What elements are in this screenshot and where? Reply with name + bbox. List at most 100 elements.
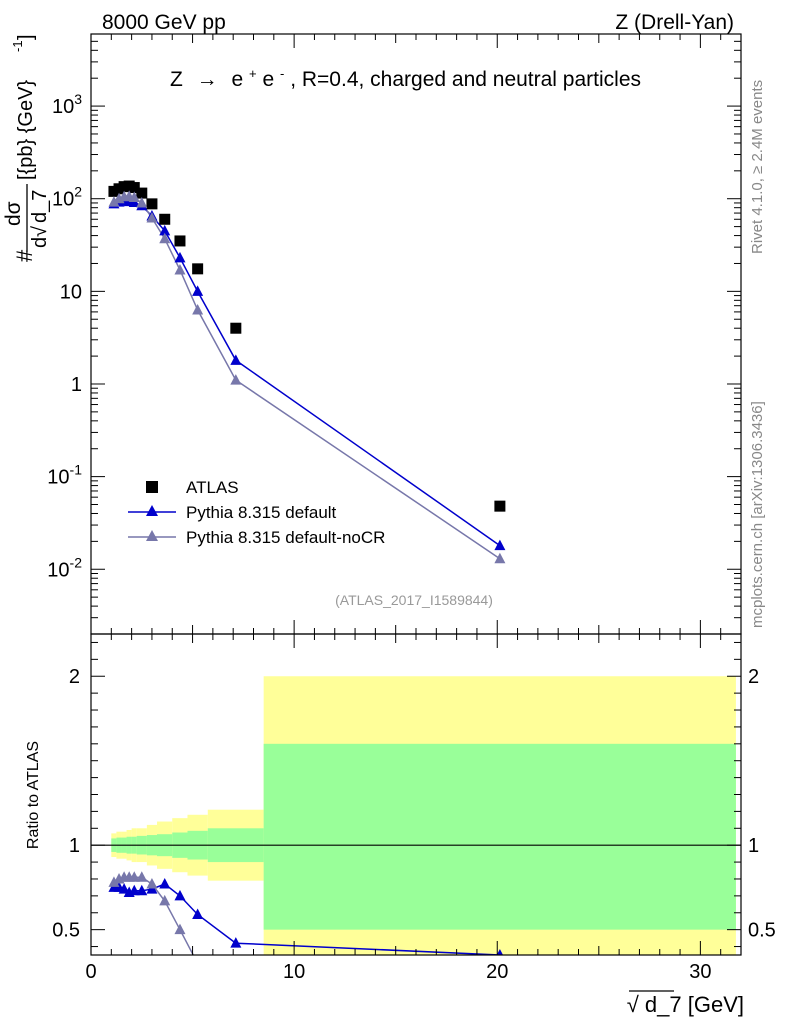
ratio-xtick-labels: 0 10 20 30 (85, 961, 711, 983)
ratio-markers (108, 871, 504, 974)
legend: ATLAS Pythia 8.315 default Pythia 8.315 … (128, 478, 385, 547)
title-e2: e (262, 68, 274, 91)
main-markers (108, 180, 506, 564)
ratio-default-point (159, 878, 171, 889)
ratio-panel: 0.5 0.5 1 1 2 2 0 10 20 30 Ratio to ATLAS (25, 633, 776, 983)
main-ylabel: # dσ d √ d_7 [{pb} {GeV} -1 ] (2, 34, 51, 262)
ylabel-den-root: √ (29, 226, 51, 237)
ratio-nocr-point (192, 957, 203, 968)
title-rest: , R=0.4, charged and neutral particles (290, 68, 641, 91)
pythia-default-point (494, 539, 506, 551)
atlas-point (159, 213, 171, 225)
pythia-nocr-point (128, 191, 140, 203)
ratio-nocr-point (230, 963, 241, 974)
pythia-nocr-point (146, 211, 158, 223)
ylabel-num: dσ (2, 201, 25, 226)
atlas-point (174, 235, 186, 247)
ratio-nocr-point (174, 923, 186, 935)
pythia-nocr-point (159, 232, 171, 244)
ratio-nocr-point (128, 871, 140, 882)
title-arrow: → (197, 68, 218, 91)
main-ytick-label: 102 (52, 184, 82, 211)
main-ytick-exp: -1 (70, 462, 83, 478)
ratio-default-point (192, 908, 204, 919)
title-minus: - (280, 66, 284, 81)
atlas-point (136, 187, 148, 199)
ratio-nocr-point (108, 876, 120, 887)
legend-marker-nocr (146, 530, 158, 541)
xtick-label: 20 (486, 961, 508, 983)
atlas-point (146, 198, 158, 210)
ratio-bands (111, 676, 736, 955)
xtick-label: 0 (85, 961, 96, 983)
ratio-ytick-label-right: 1 (748, 835, 759, 857)
xlabel-units: [GeV] (688, 992, 744, 1017)
main-ytick-exp: -2 (70, 554, 83, 570)
main-ytick-base: 10 (52, 96, 74, 118)
ratio-nocr-point (146, 878, 158, 889)
ratio-ylabel: Ratio to ATLAS (25, 741, 42, 849)
ratio-default-point (230, 937, 242, 948)
ratio-band-inner (263, 743, 736, 930)
main-ytick-label: 1 (71, 374, 82, 396)
ylabel-hash: # (12, 249, 37, 262)
main-ytick-exp: 2 (74, 184, 82, 200)
pythia-default-point (230, 354, 242, 365)
title-e: e (232, 68, 244, 91)
pythia-nocr-point (192, 303, 204, 315)
pythia-default-point (159, 224, 171, 236)
xlabel-root: √ (627, 992, 640, 1017)
ratio-nocr-point (159, 894, 171, 906)
rivet-label: Rivet 4.1.0, ≥ 2.4M events (749, 80, 766, 254)
main-ytick-base: 10 (47, 467, 69, 489)
pythia-default-point (174, 251, 186, 263)
ratio-default-point (136, 884, 148, 896)
mcplots-label: mcplots.cern.ch [arXiv:1306.3436] (749, 401, 766, 628)
legend-label-atlas: ATLAS (186, 478, 239, 497)
header-left: 8000 GeV pp (102, 11, 226, 34)
ratio-default-point (496, 949, 504, 955)
ratio-nocr-point (136, 871, 148, 882)
ratio-default-point (128, 884, 140, 896)
pythia-default-point (192, 285, 204, 296)
main-ticks (90, 33, 742, 635)
atlas-point (494, 500, 506, 512)
title-z: Z (170, 68, 183, 91)
plot-title: Z → e + e - , R=0.4, charged and neutral… (170, 60, 641, 91)
xlabel-var: d_7 (645, 992, 682, 1017)
main-ytick-base: 10 (52, 189, 74, 211)
pythia-nocr-point (108, 196, 120, 207)
title-plus: + (249, 66, 257, 81)
main-ytick-base: 10 (47, 559, 69, 581)
reference-label: (ATLAS_2017_I1589844) (335, 592, 493, 608)
ylabel-den-var: d_7 (29, 190, 51, 223)
ratio-ytick-label-right: 2 (748, 666, 759, 688)
ratio-ytick-label-right: 0.5 (748, 920, 776, 942)
main-ytick-label: 10-2 (47, 554, 82, 581)
legend-label-nocr: Pythia 8.315 default-noCR (186, 528, 385, 547)
ratio-ytick-label-left: 2 (69, 666, 80, 688)
pythia-nocr-point (230, 374, 242, 385)
atlas-point (192, 263, 204, 275)
ylabel-close: ] (15, 34, 37, 40)
main-ytick-exp: 3 (74, 91, 82, 107)
xtick-label: 10 (283, 961, 305, 983)
ylabel-den-d: d (29, 237, 51, 248)
legend-label-default: Pythia 8.315 default (186, 503, 337, 522)
pythia-nocr-point (494, 552, 506, 564)
xlabel: √ d_7 [GeV] (627, 992, 744, 1017)
pythia-nocr-point (136, 196, 148, 208)
legend-marker-atlas (146, 481, 158, 493)
atlas-point (230, 322, 242, 334)
ratio-default-point (174, 889, 186, 901)
main-ytick-label: 103 (52, 91, 82, 118)
legend-marker-default (146, 505, 158, 516)
main-ytick-label: 10-1 (47, 462, 82, 489)
ratio-ytick-label-left: 0.5 (52, 920, 80, 942)
ratio-ticks (90, 634, 742, 955)
main-ytick-label: 10 (60, 281, 82, 303)
ylabel-exp: -1 (10, 40, 25, 52)
